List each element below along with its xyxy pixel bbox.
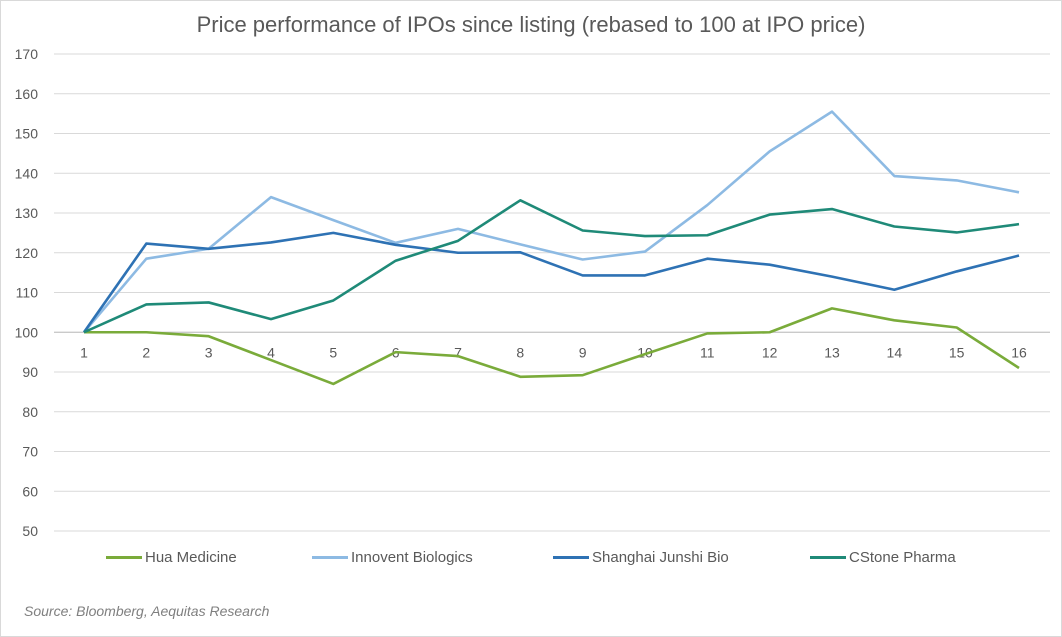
- y-tick-label: 150: [15, 126, 39, 142]
- legend-label: CStone Pharma: [849, 549, 956, 566]
- legend-label: Shanghai Junshi Bio: [592, 549, 729, 566]
- legend-swatch: [553, 556, 589, 559]
- y-tick-label: 90: [22, 364, 38, 380]
- x-tick-label: 3: [205, 344, 213, 360]
- x-tick-label: 12: [762, 344, 778, 360]
- y-tick-label: 70: [22, 444, 38, 460]
- legend-item: Shanghai Junshi Bio: [553, 549, 729, 566]
- x-tick-label: 14: [887, 344, 903, 360]
- y-tick-label: 100: [15, 324, 39, 340]
- x-tick-label: 4: [267, 344, 275, 360]
- x-tick-label: 15: [949, 344, 965, 360]
- y-tick-label: 50: [22, 523, 38, 539]
- legend-swatch: [810, 556, 846, 559]
- x-tick-label: 5: [329, 344, 337, 360]
- legend: Hua Medicine Innovent Biologics Shanghai J…: [0, 549, 1062, 571]
- legend-item: Hua Medicine: [106, 549, 237, 566]
- x-tick-label: 7: [454, 344, 462, 360]
- y-tick-label: 60: [22, 483, 38, 499]
- legend-item: Innovent Biologics: [312, 549, 473, 566]
- x-tick-label: 16: [1011, 344, 1027, 360]
- x-tick-label: 13: [824, 344, 840, 360]
- y-tick-label: 130: [15, 205, 39, 221]
- series-line-hua-medicine: [84, 307, 1020, 386]
- x-tick-label: 2: [142, 344, 150, 360]
- x-tick-label: 1: [80, 344, 88, 360]
- y-tick-label: 170: [15, 46, 39, 62]
- chart-title: Price performance of IPOs since listing …: [196, 12, 866, 37]
- series-line-shanghai-junshi-bio: [82, 231, 1020, 333]
- y-tick-label: 120: [15, 245, 39, 261]
- source-note: Source: Bloomberg, Aequitas Research: [24, 603, 270, 619]
- x-tick-label: 8: [516, 344, 524, 360]
- legend-swatch: [106, 556, 142, 559]
- series-line-innovent-biologics: [83, 110, 1020, 334]
- legend-item: CStone Pharma: [810, 549, 956, 566]
- y-tick-label: 80: [22, 404, 38, 420]
- x-tick-label: 9: [579, 344, 587, 360]
- legend-label: Hua Medicine: [145, 549, 237, 566]
- x-tick-label: 11: [700, 344, 715, 360]
- y-tick-label: 140: [15, 165, 39, 181]
- y-tick-label: 160: [15, 86, 39, 102]
- y-tick-label: 110: [16, 285, 39, 301]
- legend-label: Innovent Biologics: [351, 549, 473, 566]
- legend-swatch: [312, 556, 348, 559]
- series-line-cstone-pharma: [83, 198, 1020, 334]
